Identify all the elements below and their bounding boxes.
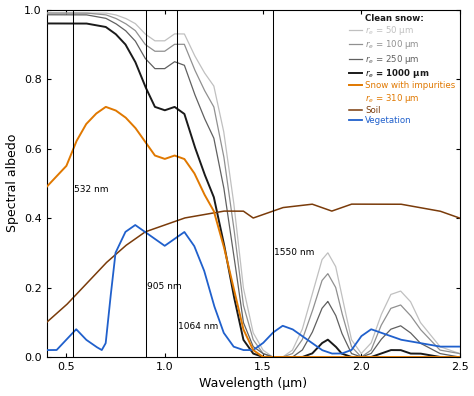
Legend: Clean snow:, $r_e$ = 50 µm, $r_e$ = 100 µm, $r_e$ = 250 µm, $r_e$ = 1000 µm, Sno: Clean snow:, $r_e$ = 50 µm, $r_e$ = 100 … — [347, 12, 457, 127]
Text: 532 nm: 532 nm — [74, 185, 109, 194]
Text: 1550 nm: 1550 nm — [274, 248, 314, 257]
X-axis label: Wavelength (μm): Wavelength (μm) — [199, 377, 307, 390]
Y-axis label: Spectral albedo: Spectral albedo — [6, 134, 18, 232]
Text: 905 nm: 905 nm — [147, 282, 182, 291]
Text: 1064 nm: 1064 nm — [178, 322, 219, 331]
